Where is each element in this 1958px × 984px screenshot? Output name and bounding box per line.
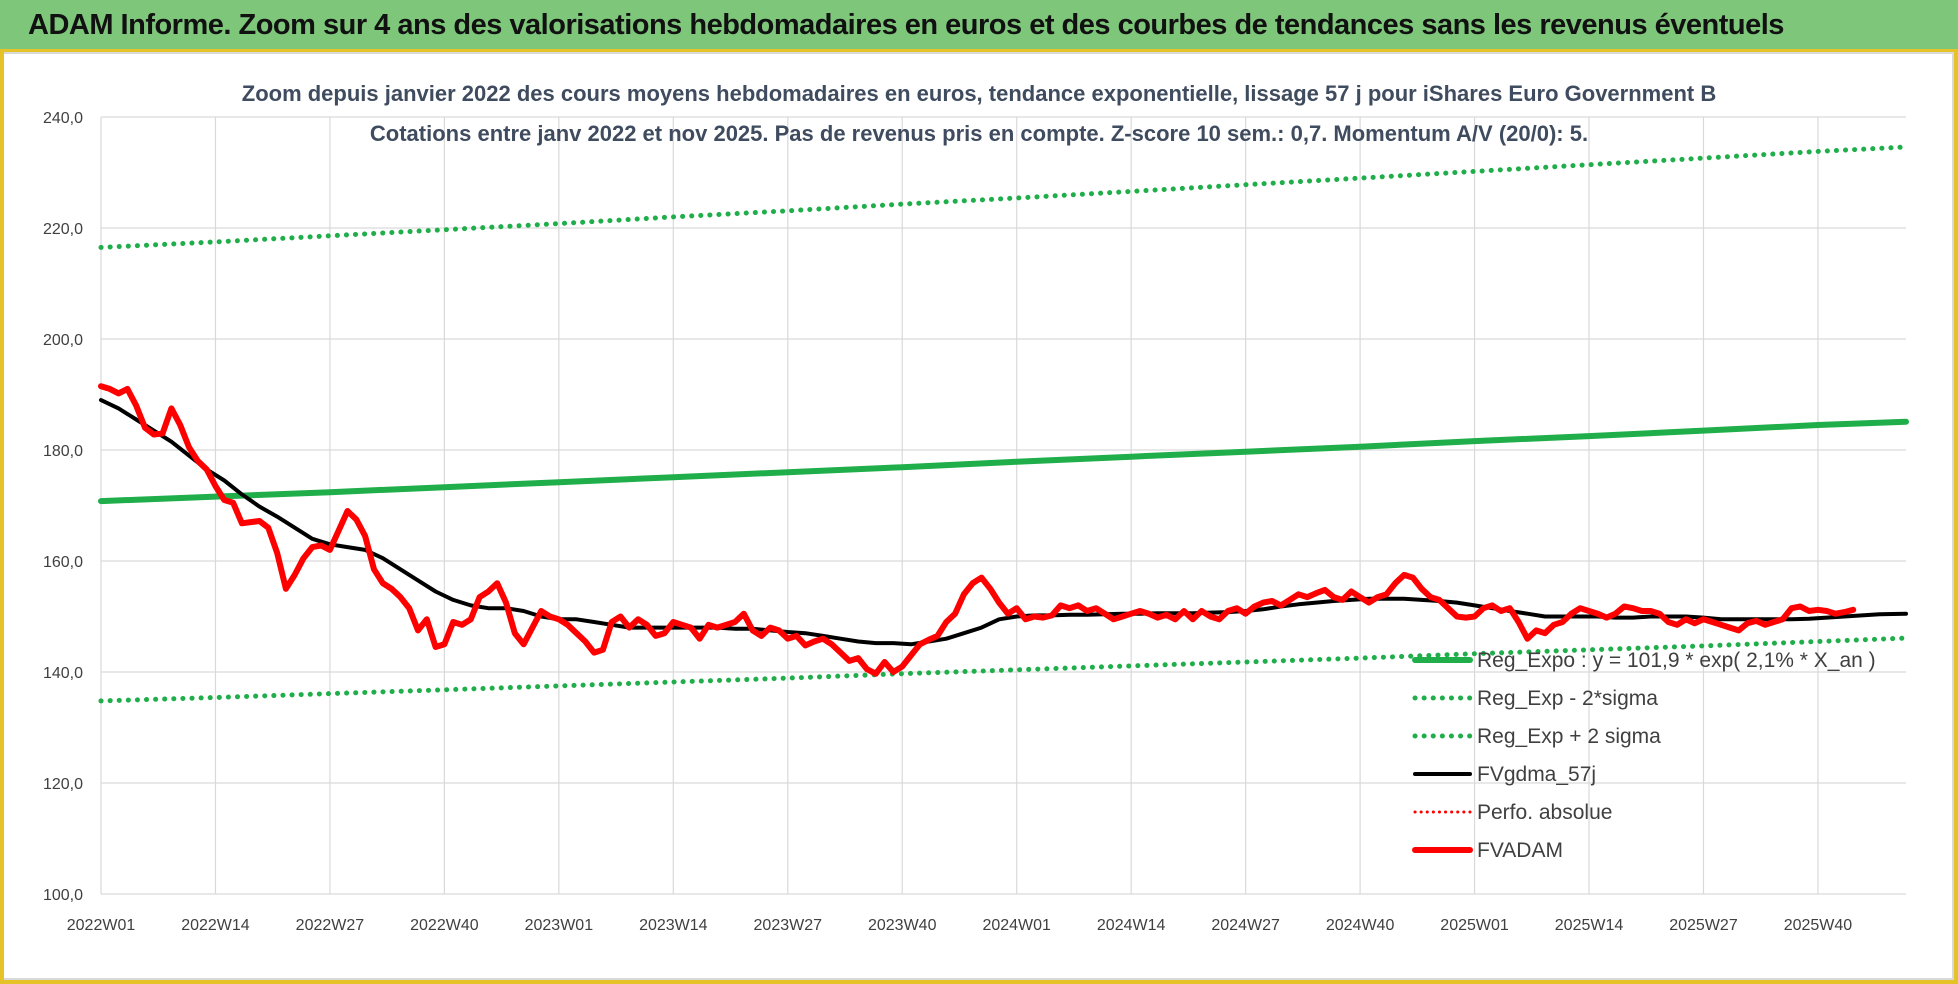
y-tick-label: 200,0 <box>43 332 83 349</box>
legend-label-2: Reg_Exp + 2 sigma <box>1477 725 1661 748</box>
series-line-1 <box>98 635 1909 704</box>
series-line-2 <box>98 144 1909 250</box>
series-lines <box>98 144 1909 704</box>
y-tick-label: 100,0 <box>43 887 83 904</box>
chart-subtitle: Cotations entre janv 2022 et nov 2025. P… <box>370 121 1588 146</box>
x-tick-label: 2022W01 <box>67 917 136 934</box>
legend-label-1: Reg_Exp - 2*sigma <box>1477 687 1658 710</box>
x-tick-label: 2023W14 <box>639 917 708 934</box>
y-tick-label: 120,0 <box>43 776 83 793</box>
x-tick-label: 2024W01 <box>982 917 1051 934</box>
series-line-5 <box>98 383 1857 677</box>
y-tick-label: 180,0 <box>43 443 83 460</box>
chart-title: Zoom depuis janvier 2022 des cours moyen… <box>242 81 1716 106</box>
x-tick-label: 2025W14 <box>1555 917 1624 934</box>
axis-labels: 100,0 120,0 140,0 160,0 180,0 200,0 220,0 240,0… <box>43 110 1852 934</box>
frame-accent-right <box>1954 52 1958 982</box>
x-tick-label: 2023W27 <box>754 917 823 934</box>
gridlines <box>100 116 1906 895</box>
legend: Reg_Expo : y = 101,9 * exp( 2,1% * X_an … <box>1412 649 1876 862</box>
legend-label-4: Perfo. absolue <box>1477 801 1612 824</box>
chart-frame <box>2 52 1954 980</box>
report-banner: ADAM Informe. Zoom sur 4 ans des valoris… <box>0 0 1958 52</box>
x-tick-label: 2023W40 <box>868 917 937 934</box>
x-tick-label: 2024W14 <box>1097 917 1166 934</box>
y-tick-label: 140,0 <box>43 665 83 682</box>
y-tick-label: 240,0 <box>43 110 83 127</box>
frame-accent-bottom <box>0 980 1958 984</box>
x-tick-label: 2025W27 <box>1669 917 1738 934</box>
x-tick-label: 2022W14 <box>181 917 250 934</box>
legend-label-0: Reg_Expo : y = 101,9 * exp( 2,1% * X_an … <box>1477 649 1876 672</box>
y-tick-label: 160,0 <box>43 554 83 571</box>
x-tick-label: 2024W27 <box>1211 917 1280 934</box>
x-tick-label: 2024W40 <box>1326 917 1395 934</box>
legend-label-3: FVgdma_57j <box>1477 763 1596 786</box>
x-tick-label: 2022W40 <box>410 917 479 934</box>
x-tick-label: 2023W01 <box>525 917 594 934</box>
x-tick-label: 2025W40 <box>1784 917 1853 934</box>
y-tick-label: 220,0 <box>43 221 83 238</box>
banner-title: ADAM Informe. Zoom sur 4 ans des valoris… <box>28 9 1784 41</box>
x-tick-label: 2025W01 <box>1440 917 1509 934</box>
legend-label-5: FVADAM <box>1477 839 1563 862</box>
x-tick-label: 2022W27 <box>296 917 365 934</box>
series-line-0 <box>98 418 1909 505</box>
frame-accent-left <box>0 52 4 982</box>
